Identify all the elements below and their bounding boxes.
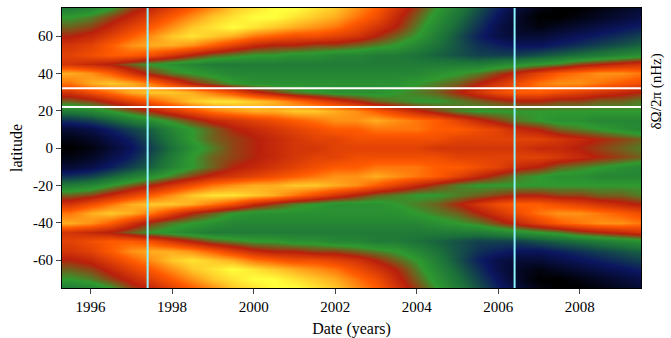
svg-text:60: 60: [38, 28, 53, 44]
svg-text:2000: 2000: [239, 299, 269, 315]
svg-text:2004: 2004: [402, 299, 433, 315]
svg-text:40: 40: [38, 66, 53, 82]
svg-text:latitude: latitude: [8, 124, 25, 172]
svg-text:-60: -60: [33, 252, 53, 268]
svg-text:2002: 2002: [320, 299, 350, 315]
svg-text:δΩ/2π (nHz): δΩ/2π (nHz): [648, 53, 665, 129]
svg-text:2006: 2006: [483, 299, 514, 315]
svg-text:-40: -40: [33, 215, 53, 231]
svg-text:-20: -20: [33, 178, 53, 194]
svg-text:1998: 1998: [157, 299, 187, 315]
svg-text:20: 20: [38, 103, 53, 119]
svg-text:1996: 1996: [76, 299, 107, 315]
svg-text:2008: 2008: [565, 299, 595, 315]
svg-text:0: 0: [46, 140, 54, 156]
svg-text:Date (years): Date (years): [312, 320, 391, 338]
